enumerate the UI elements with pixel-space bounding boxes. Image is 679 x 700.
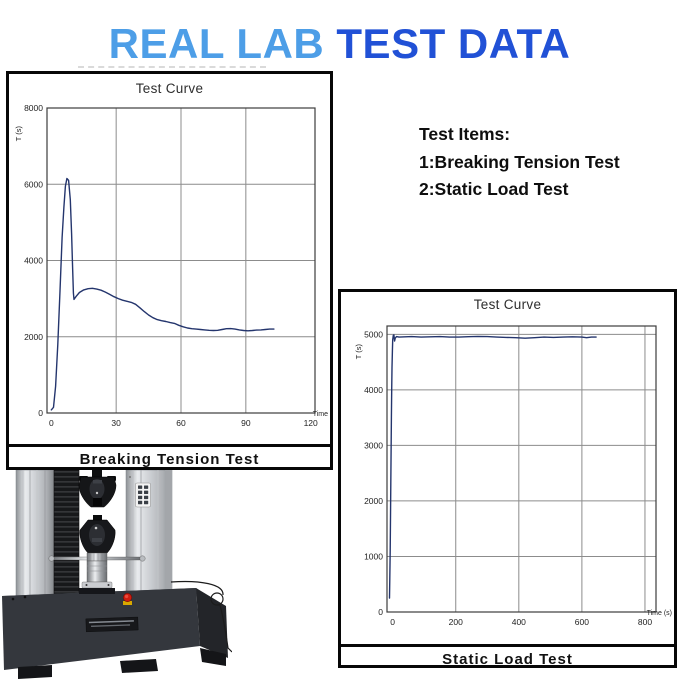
jog-keypad	[135, 482, 151, 508]
nameplate	[85, 616, 139, 632]
svg-text:400: 400	[512, 617, 526, 627]
upper-grip	[78, 470, 117, 508]
power-cable	[170, 580, 233, 653]
page-title-part-1: REAL LAB	[108, 20, 337, 68]
lower-grip	[48, 515, 146, 594]
test-items-heading: Test Items:	[419, 124, 511, 144]
svg-text:0: 0	[49, 418, 54, 428]
svg-text:200: 200	[449, 617, 463, 627]
svg-text:4000: 4000	[364, 385, 383, 395]
machine-base	[2, 588, 228, 679]
right-column	[125, 469, 173, 607]
svg-text:800: 800	[638, 617, 652, 627]
left-column	[15, 469, 55, 611]
svg-text:Time: Time	[313, 411, 328, 418]
test-item-2: 2:Static Load Test	[419, 179, 569, 199]
svg-text:2000: 2000	[24, 332, 43, 342]
svg-text:4000: 4000	[24, 256, 43, 266]
svg-text:90: 90	[241, 418, 251, 428]
test-item-1: 1:Breaking Tension Test	[419, 151, 620, 172]
svg-text:120: 120	[304, 418, 318, 428]
svg-text:600: 600	[575, 617, 589, 627]
chart-caption: Breaking Tension Test	[9, 444, 330, 473]
svg-text:5000: 5000	[364, 329, 383, 339]
static-load-chart-panel: Test Curve 0 200 400 600 800 0 1000 2000 3000 400…	[338, 289, 677, 668]
svg-text:T (s): T (s)	[14, 126, 23, 142]
testing-machine-photo	[0, 468, 233, 695]
breaking-tension-chart-panel: Test Curve 0 30 60 90 120 0 2000 4000 6000 8000 Ti…	[6, 71, 333, 470]
chart-caption: Static Load Test	[341, 644, 674, 672]
svg-text:2000: 2000	[364, 496, 383, 506]
svg-text:0: 0	[378, 607, 383, 617]
svg-text:60: 60	[176, 418, 186, 428]
svg-text:6000: 6000	[24, 179, 43, 189]
test-items-block: Test Items: 1:Breaking Tension Test 2:St…	[419, 121, 620, 204]
chart-title: Test Curve	[473, 297, 542, 312]
chart-title: Test Curve	[135, 81, 204, 96]
page-title-part-2: TEST DATA	[336, 20, 571, 68]
svg-text:8000: 8000	[24, 103, 43, 113]
svg-text:0: 0	[390, 617, 395, 627]
svg-text:T (s): T (s)	[354, 344, 363, 360]
svg-text:0: 0	[38, 408, 43, 418]
svg-text:3000: 3000	[364, 440, 383, 450]
breaking-tension-chart: 0 30 60 90 120 0 2000 4000 6000 8000 Time T (s)	[14, 103, 328, 428]
svg-text:Time (s): Time (s)	[647, 610, 672, 617]
emergency-stop-button	[123, 593, 133, 605]
cropped-text-artifact	[78, 66, 266, 68]
svg-text:1000: 1000	[364, 551, 383, 561]
static-load-chart: 0 200 400 600 800 0 1000 2000 3000 4000 5000 Time (…	[354, 325, 672, 627]
svg-text:30: 30	[111, 418, 121, 428]
page-title: REAL LAB TEST DATA	[0, 20, 679, 68]
